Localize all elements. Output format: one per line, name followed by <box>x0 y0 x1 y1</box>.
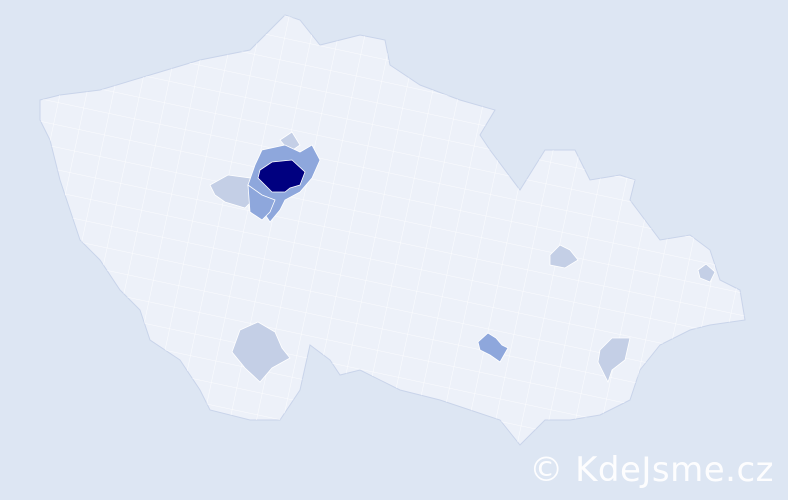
district-borders <box>40 15 745 445</box>
region-praha-zapad[interactable] <box>247 184 276 221</box>
region-praha[interactable] <box>257 159 306 193</box>
region-uherske-hradiste[interactable] <box>597 337 631 384</box>
region-ceske-budejovice[interactable] <box>231 321 291 383</box>
region-brno-mesto[interactable] <box>477 332 509 363</box>
highlighted-districts <box>209 131 716 384</box>
kdejsme-watermark: © KdeJsme.cz <box>529 450 774 490</box>
region-prostejov[interactable] <box>549 244 579 269</box>
country-outline <box>39 14 746 446</box>
region-frydek-mistek[interactable] <box>697 263 716 283</box>
